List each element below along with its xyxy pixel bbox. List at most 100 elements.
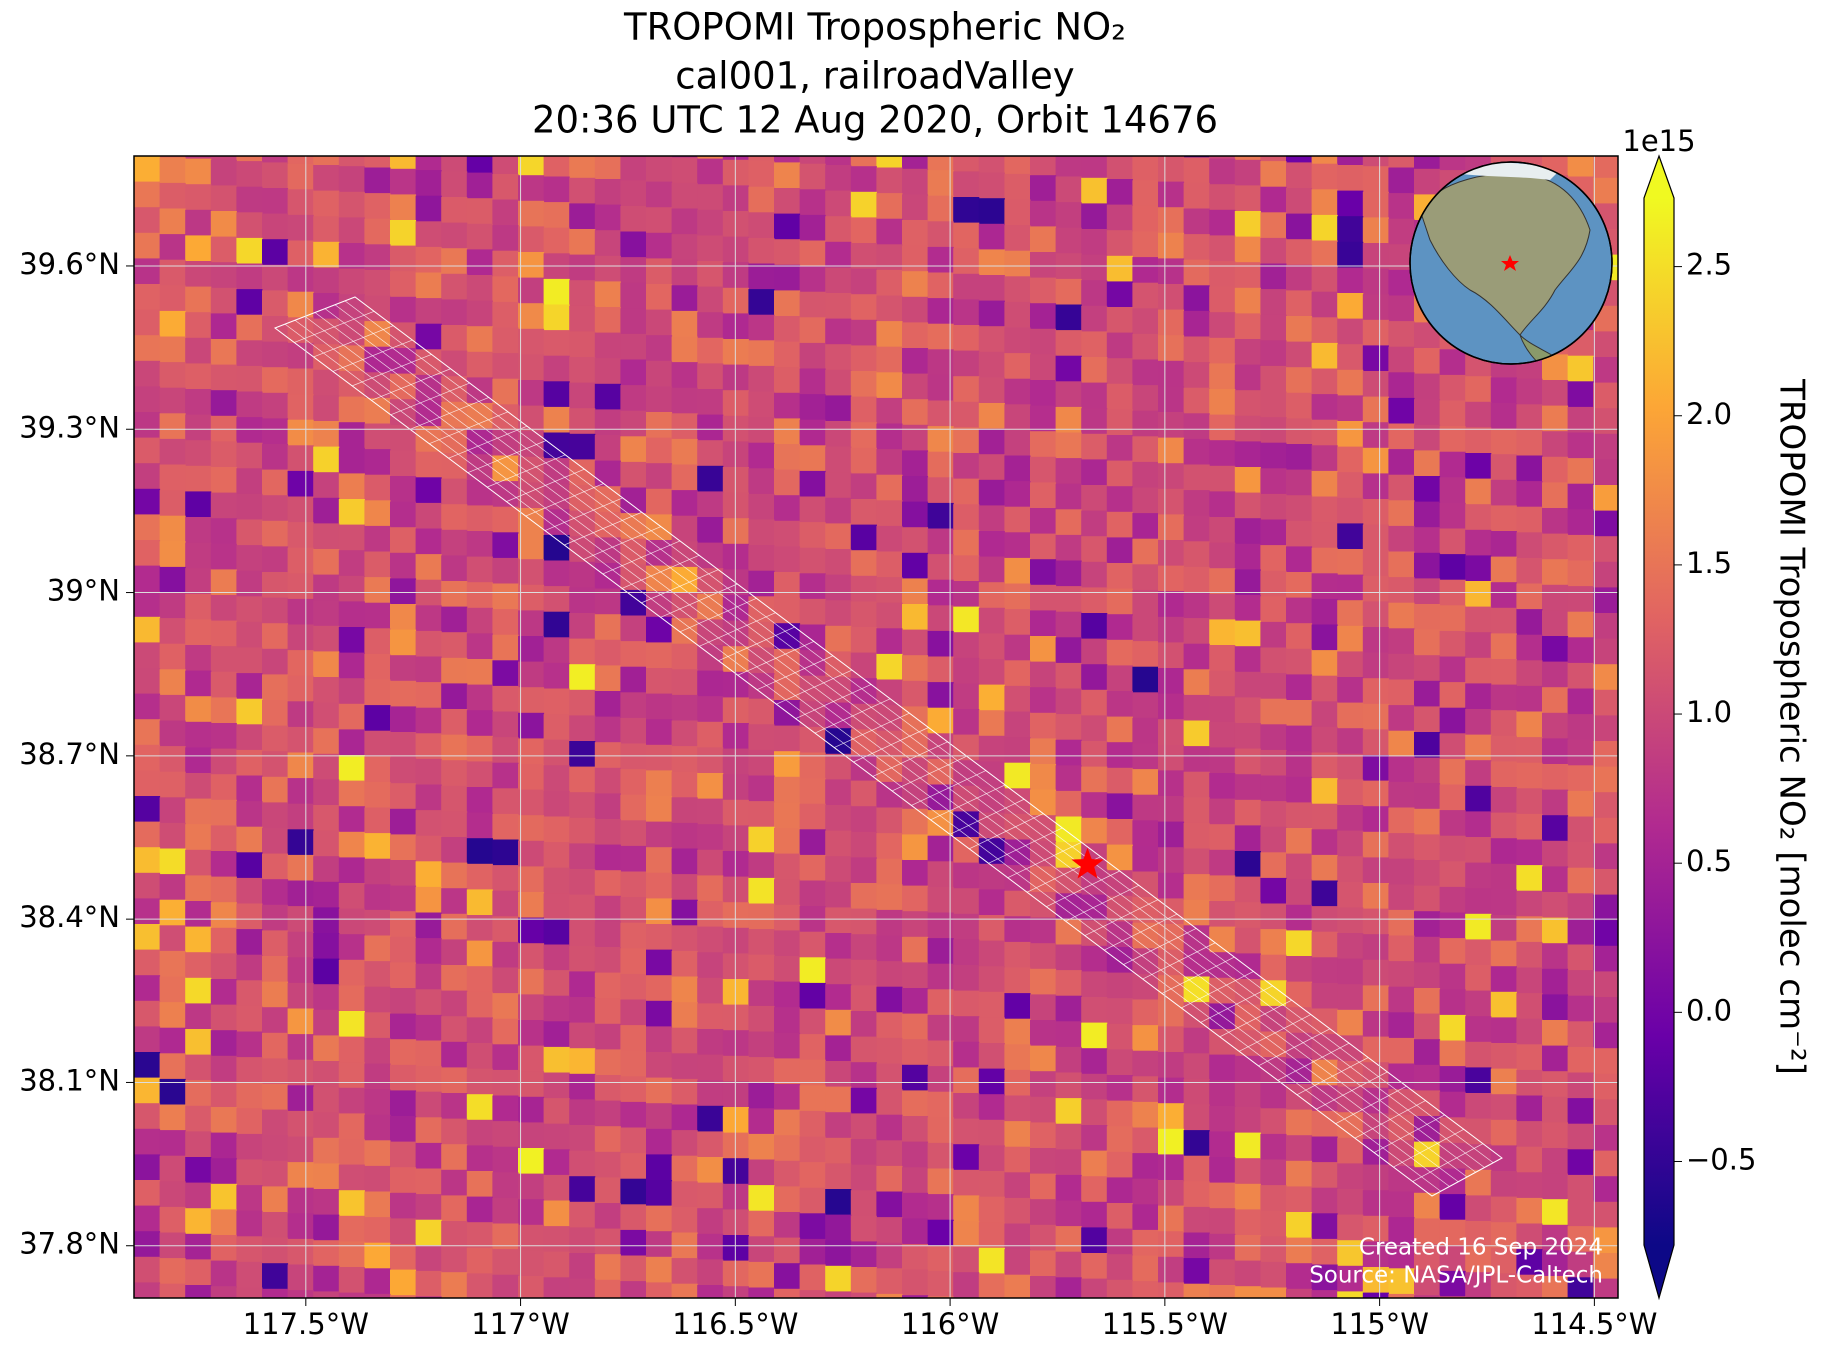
pixel <box>953 1067 980 1094</box>
pixel <box>1490 991 1517 1018</box>
pixel <box>1158 335 1185 362</box>
pixel <box>1362 729 1389 756</box>
pixel <box>1362 959 1389 986</box>
pixel <box>620 717 647 744</box>
pixel <box>1234 492 1261 519</box>
pixel <box>825 369 852 396</box>
pixel <box>1106 486 1133 513</box>
pixel <box>236 698 263 725</box>
pixel <box>415 374 442 401</box>
pixel <box>1567 381 1594 408</box>
pixel <box>1081 408 1108 435</box>
pixel <box>1081 510 1108 537</box>
pixel <box>287 1290 314 1298</box>
pixel <box>134 949 161 976</box>
pixel <box>185 1105 212 1132</box>
pixel <box>1209 261 1236 288</box>
pixel <box>1311 163 1338 190</box>
pixel <box>338 1113 365 1140</box>
pixel <box>1183 157 1210 184</box>
pixel <box>697 1080 724 1107</box>
pixel <box>287 778 314 805</box>
pixel <box>1234 1132 1261 1159</box>
pixel <box>338 1011 365 1038</box>
pixel <box>1362 857 1389 884</box>
pixel <box>313 625 340 652</box>
pixel <box>1439 502 1466 529</box>
pixel <box>1619 307 1645 333</box>
pixel <box>1106 870 1133 897</box>
pixel <box>569 920 596 947</box>
pixel <box>1439 886 1466 913</box>
pixel <box>1414 373 1441 400</box>
pixel <box>748 801 775 828</box>
pixel <box>1004 1121 1031 1148</box>
pixel <box>1311 1290 1338 1298</box>
pixel <box>1183 336 1210 363</box>
pixel <box>364 833 391 860</box>
pixel <box>1260 289 1287 316</box>
pixel <box>543 1226 570 1253</box>
pixel <box>210 569 237 596</box>
pixel <box>825 318 852 345</box>
pixel <box>287 1085 314 1112</box>
pixel <box>799 1290 826 1298</box>
pixel <box>594 435 621 462</box>
pixel <box>134 898 161 925</box>
pixel <box>620 282 647 309</box>
pixel <box>1311 342 1338 369</box>
pixel <box>287 163 314 190</box>
pixel <box>1337 421 1364 448</box>
pixel <box>1388 961 1415 988</box>
pixel <box>185 645 212 672</box>
pixel <box>338 396 365 423</box>
pixel <box>1158 591 1185 618</box>
pixel <box>287 394 314 421</box>
pixel <box>1388 935 1415 962</box>
pixel <box>1132 743 1159 770</box>
pixel <box>1567 1098 1594 1125</box>
pixel <box>313 830 340 857</box>
pixel <box>620 692 647 719</box>
pixel <box>1286 700 1313 727</box>
pixel <box>1337 344 1364 371</box>
pixel <box>313 779 340 806</box>
pixel <box>697 824 724 851</box>
pixel <box>134 1281 135 1298</box>
pixel <box>774 1186 801 1213</box>
pixel <box>1286 444 1313 471</box>
pixel <box>1055 1072 1082 1099</box>
pixel <box>1337 1189 1364 1216</box>
pixel <box>1132 410 1159 437</box>
pixel <box>1055 1123 1082 1150</box>
pixel <box>799 829 826 856</box>
pixel <box>185 156 212 160</box>
pixel <box>671 285 698 312</box>
pixel <box>697 184 724 211</box>
pixel <box>876 167 903 194</box>
pixel <box>748 1287 775 1298</box>
pixel <box>1414 808 1441 835</box>
pixel <box>646 360 673 387</box>
pixel <box>364 500 391 527</box>
pixel <box>134 360 161 387</box>
pixel <box>1439 554 1466 581</box>
pixel <box>671 490 698 517</box>
pixel <box>390 527 417 554</box>
pixel <box>1491 1299 1517 1325</box>
pixel <box>313 549 340 576</box>
pixel <box>262 597 289 624</box>
pixel <box>1132 871 1159 898</box>
pixel <box>646 744 673 771</box>
pixel <box>441 1272 468 1298</box>
pixel <box>978 863 1005 890</box>
pixel <box>1593 971 1618 998</box>
pixel <box>569 357 596 384</box>
pixel <box>185 721 212 748</box>
pixel <box>1311 394 1338 421</box>
pixel <box>134 1205 161 1232</box>
pixel <box>953 862 980 889</box>
pixel <box>262 623 289 650</box>
pixel <box>799 266 826 293</box>
pixel <box>902 1269 929 1296</box>
